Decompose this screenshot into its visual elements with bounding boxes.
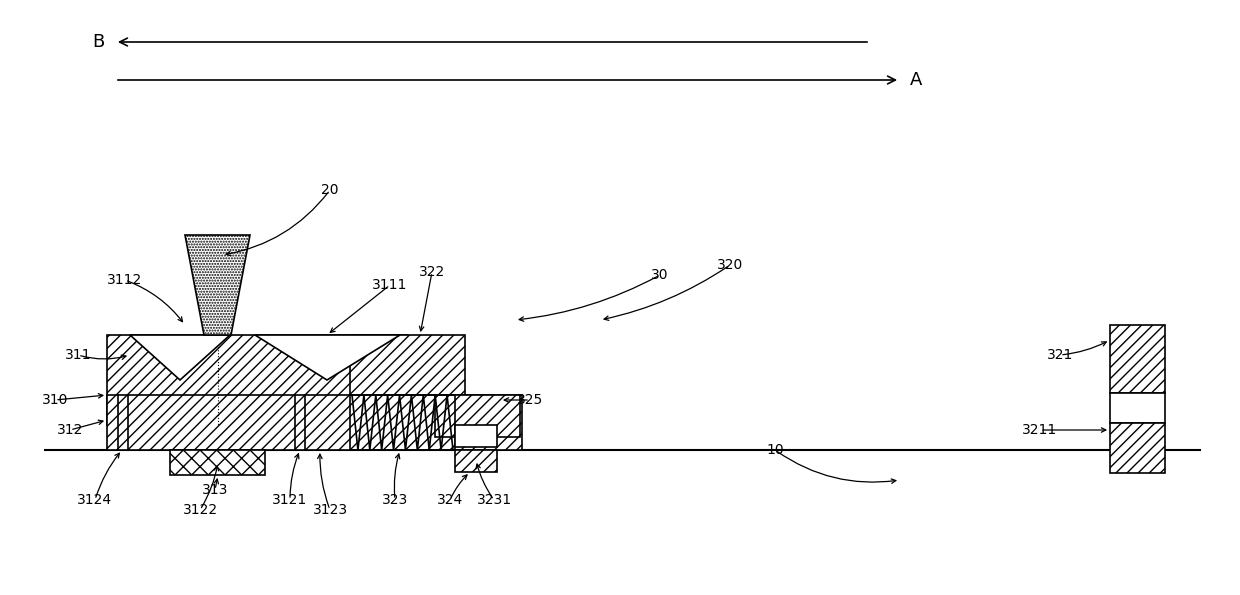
Text: A: A (910, 71, 923, 89)
Text: 20: 20 (321, 183, 339, 197)
Text: 322: 322 (419, 265, 445, 279)
Bar (107, 395, 522, 450)
Text: 3121: 3121 (273, 493, 308, 507)
Polygon shape (130, 335, 229, 380)
Bar (107, 335, 407, 425)
Bar (435, 395, 520, 437)
Text: 325: 325 (517, 393, 543, 407)
Text: 320: 320 (717, 258, 743, 272)
Bar (1110, 393, 1166, 423)
Bar (350, 395, 455, 450)
Bar (170, 450, 265, 475)
Text: 323: 323 (382, 493, 408, 507)
Text: B: B (92, 33, 104, 51)
Text: 30: 30 (651, 268, 668, 282)
Bar (350, 335, 465, 425)
Polygon shape (255, 335, 401, 380)
Text: 324: 324 (436, 493, 463, 507)
Bar (1110, 325, 1166, 393)
Text: 3112: 3112 (108, 273, 143, 287)
Text: 3122: 3122 (182, 503, 217, 517)
Text: 10: 10 (766, 443, 784, 457)
Polygon shape (185, 235, 250, 335)
Bar (455, 450, 497, 472)
Text: 312: 312 (57, 423, 83, 437)
Text: 310: 310 (42, 393, 68, 407)
Text: 313: 313 (202, 483, 228, 497)
Bar (1110, 423, 1166, 473)
Text: 311: 311 (64, 348, 92, 362)
Text: 3211: 3211 (1022, 423, 1058, 437)
Text: 321: 321 (1047, 348, 1073, 362)
Text: 3111: 3111 (372, 278, 408, 292)
Text: 3124: 3124 (77, 493, 113, 507)
Text: 3231: 3231 (476, 493, 512, 507)
Text: 3123: 3123 (312, 503, 347, 517)
Bar (455, 425, 497, 447)
